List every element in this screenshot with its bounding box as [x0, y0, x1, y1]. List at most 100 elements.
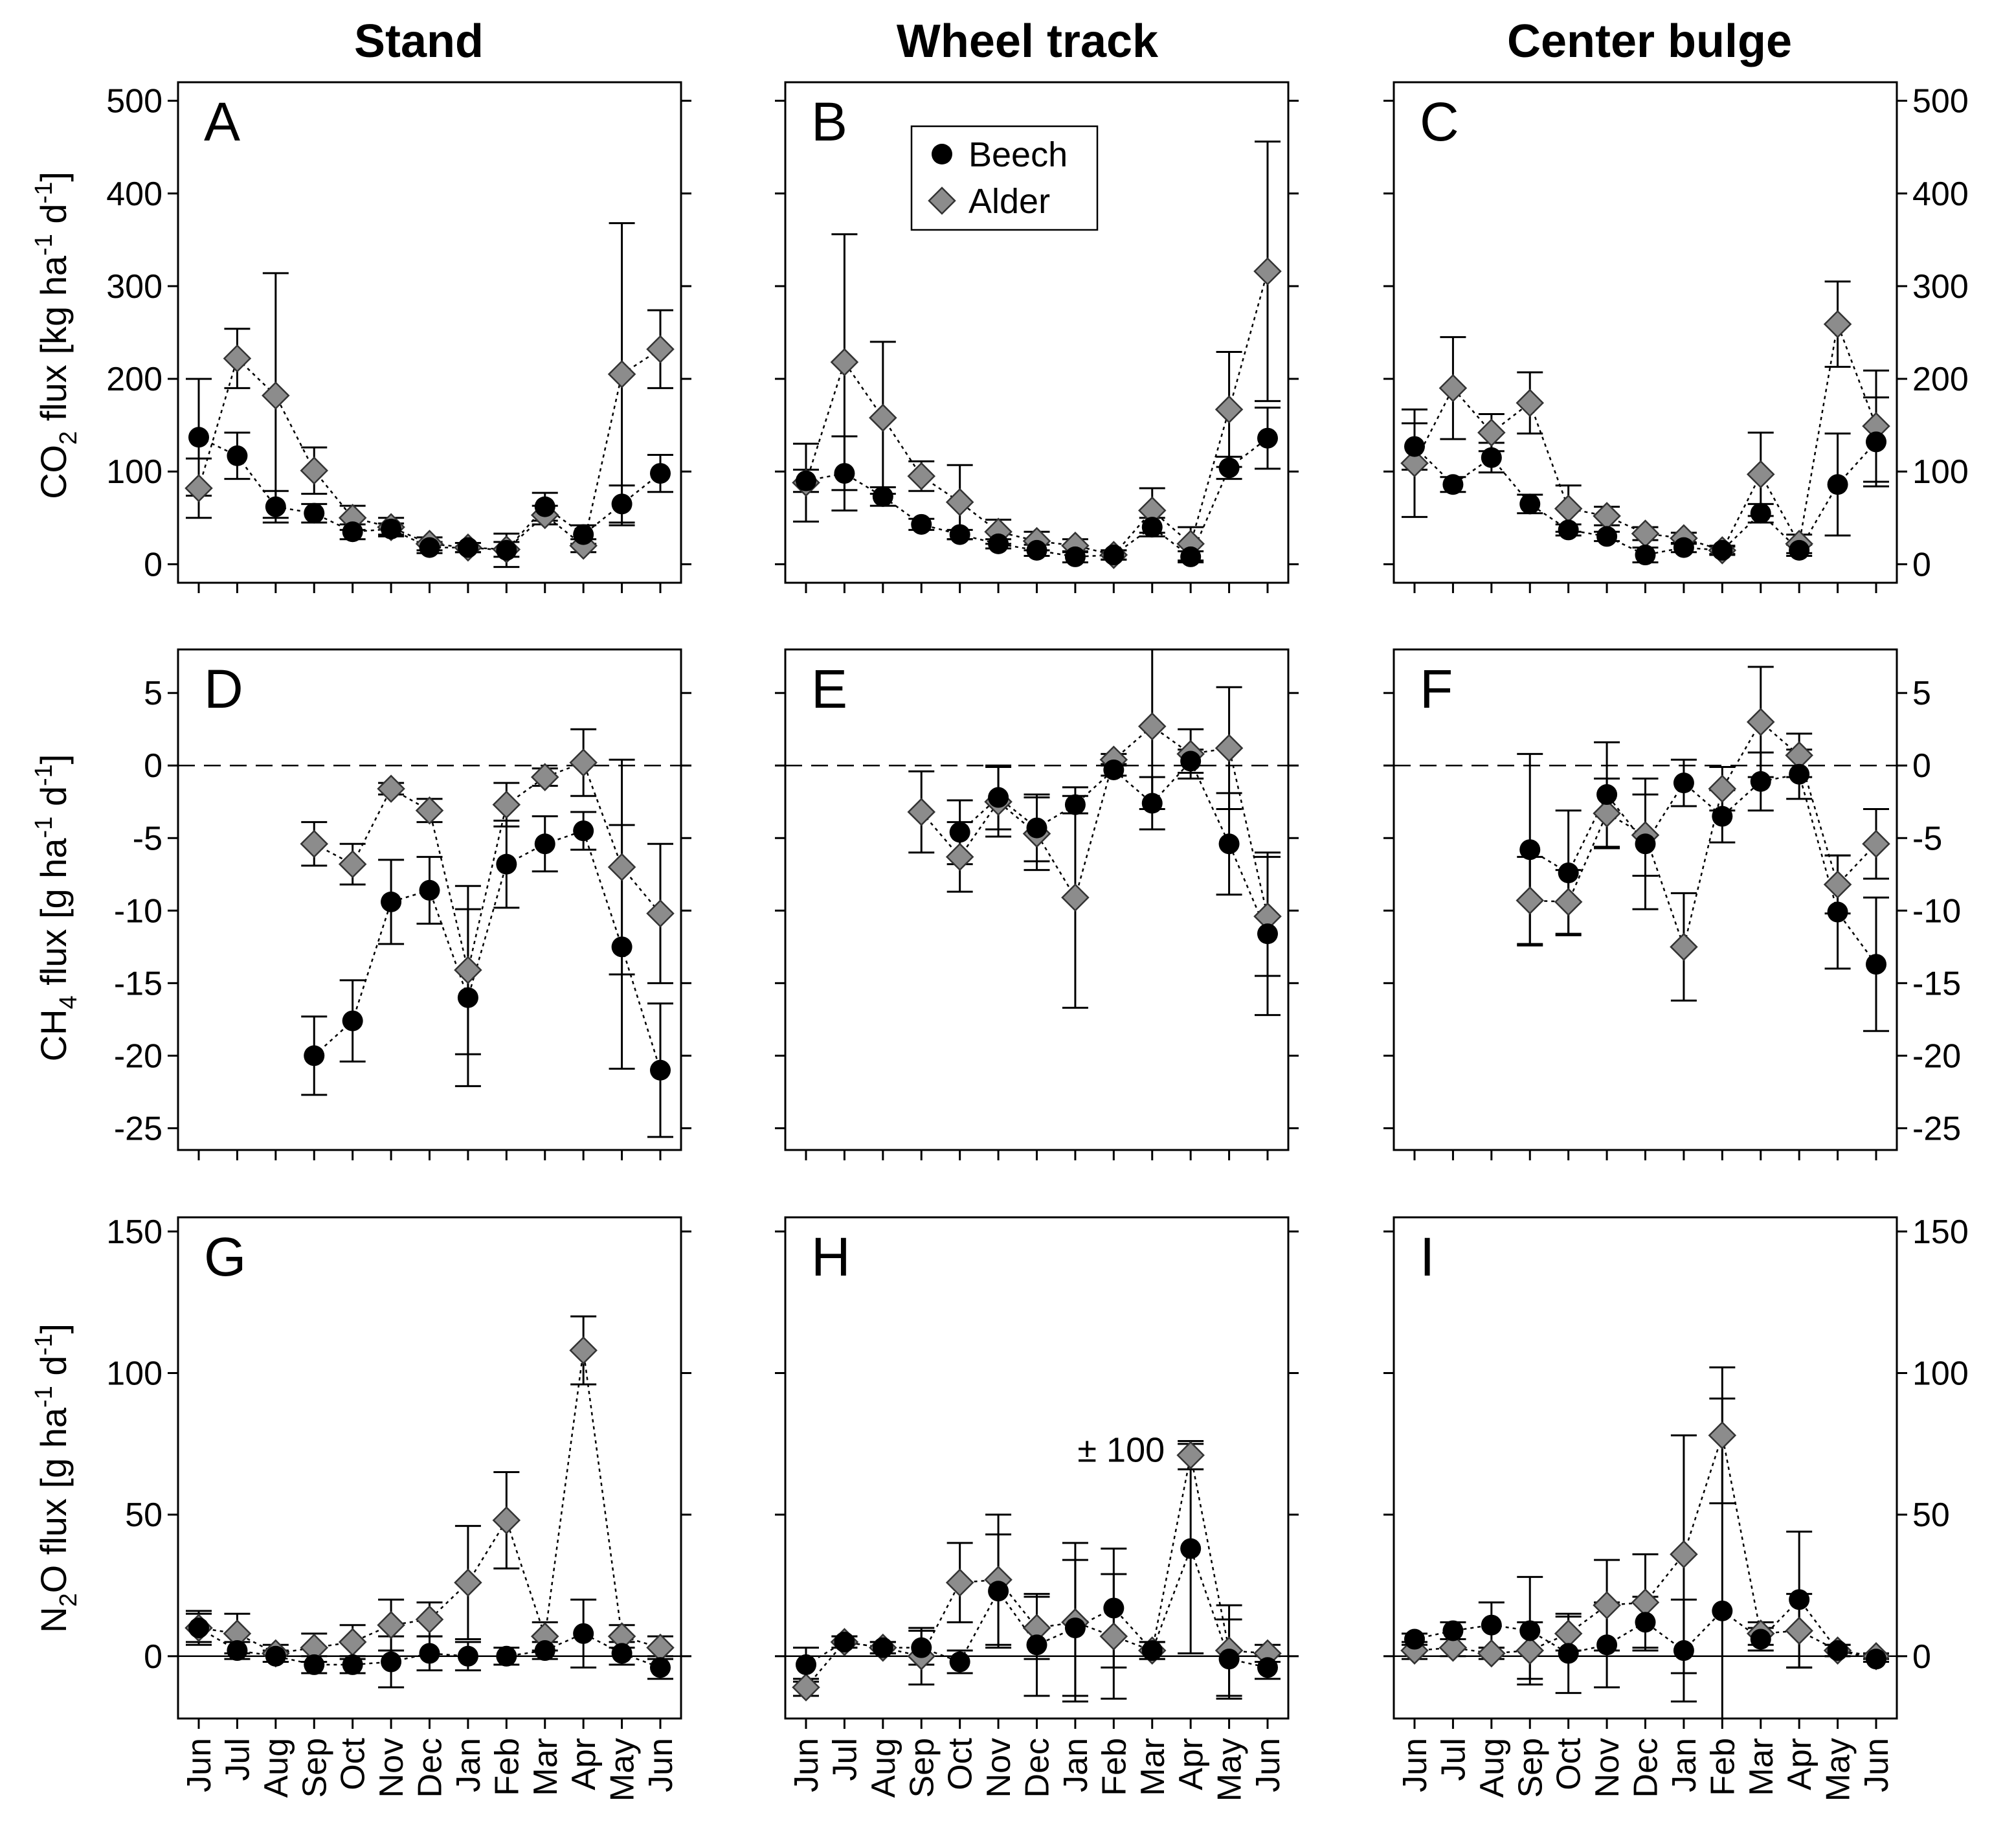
column-titles: Stand Wheel track Center bulge: [354, 16, 1792, 67]
panel-data: [300, 728, 675, 1138]
series-line-alder: [313, 761, 661, 971]
y-tick-label: 400: [1912, 175, 1969, 213]
x-tick-label: Jun: [1396, 1738, 1434, 1792]
data-point-alder: [377, 774, 405, 803]
data-point-alder: [1176, 1441, 1205, 1470]
data-point-alder: [1823, 310, 1852, 339]
y-tick-label: 200: [1912, 361, 1969, 398]
data-point-beech: [419, 537, 440, 558]
data-point-beech: [342, 1010, 363, 1031]
data-point-beech: [1180, 750, 1202, 772]
y-tick-label: 200: [106, 361, 162, 398]
y-tick-label: 300: [106, 268, 162, 306]
y-axis-label-n2o: N2O flux [g ha-1 d-1]: [30, 1324, 82, 1633]
data-point-beech: [911, 513, 932, 535]
data-point-beech: [1673, 1640, 1694, 1662]
y-tick-label: 150: [1912, 1213, 1969, 1251]
data-point-beech: [457, 537, 478, 558]
data-point-beech: [1519, 493, 1541, 515]
x-tick-label: Dec: [1628, 1738, 1665, 1797]
panel-data: [792, 141, 1282, 569]
data-point-alder: [1785, 1616, 1813, 1645]
data-point-beech: [573, 1623, 594, 1644]
legend: Beech Alder: [910, 125, 1099, 231]
series-line-beech: [313, 829, 662, 1071]
data-point-alder: [1593, 1591, 1621, 1619]
data-point-beech: [988, 533, 1009, 554]
x-tick-label: Jun: [1858, 1738, 1896, 1792]
data-point-beech: [1750, 1628, 1771, 1650]
panel-letter: H: [811, 1226, 851, 1287]
data-point-alder: [1862, 829, 1890, 859]
data-point-alder: [454, 1568, 482, 1597]
x-tick-label: Jan: [1057, 1738, 1095, 1792]
panel-data: [792, 1439, 1282, 1703]
data-point-beech: [304, 1654, 325, 1675]
panel-data: [1400, 1366, 1890, 1718]
data-point-alder: [607, 853, 636, 881]
data-point-beech: [1673, 772, 1694, 794]
x-tick-label: Sep: [903, 1738, 941, 1798]
data-point-beech: [1789, 763, 1810, 785]
data-point-beech: [342, 521, 363, 543]
y-tick-label: 500: [1912, 83, 1969, 120]
y-tick-label: 100: [1912, 453, 1969, 491]
data-point-alder: [945, 842, 974, 872]
data-point-beech: [1481, 447, 1502, 468]
data-point-alder: [1708, 774, 1737, 803]
y-tick-label: -5: [133, 820, 162, 857]
data-point-beech: [457, 1645, 478, 1667]
data-point-alder: [869, 403, 897, 432]
data-point-beech: [457, 987, 478, 1008]
data-point-alder: [1670, 1540, 1698, 1569]
data-point-beech: [573, 524, 594, 545]
legend-label-beech: Beech: [968, 135, 1068, 174]
data-point-beech: [1635, 833, 1656, 855]
y-tick-label: 0: [1912, 546, 1931, 583]
y-tick-label: 300: [1912, 268, 1969, 306]
data-point-beech: [265, 496, 286, 517]
y-tick-label: 0: [144, 1638, 162, 1676]
x-tick-label: Feb: [1704, 1738, 1741, 1796]
data-point-beech: [496, 539, 517, 561]
x-tick-label: Dec: [1019, 1738, 1057, 1797]
data-point-beech: [650, 1059, 671, 1081]
data-point-beech: [419, 879, 440, 901]
data-point-alder: [907, 462, 936, 491]
data-point-alder: [1477, 418, 1506, 447]
panel-data: [185, 1315, 675, 1689]
data-point-beech: [227, 445, 248, 466]
data-point-beech: [1026, 817, 1047, 839]
column-title-center-bulge: Center bulge: [1507, 16, 1792, 67]
data-point-beech: [988, 787, 1009, 808]
data-point-beech: [381, 891, 402, 912]
data-point-beech: [1596, 526, 1618, 547]
series-line-alder: [197, 348, 661, 550]
panel-data: [1400, 280, 1890, 566]
data-point-beech: [1558, 862, 1579, 884]
x-tick-label: Feb: [1095, 1738, 1133, 1796]
data-point-beech: [1257, 1657, 1278, 1678]
data-point-beech: [1750, 771, 1771, 792]
column-title-stand: Stand: [354, 16, 484, 67]
data-point-beech: [534, 496, 555, 517]
x-tick-label: Mar: [1134, 1738, 1172, 1796]
data-point-beech: [1141, 1640, 1163, 1662]
data-point-beech: [1596, 1634, 1618, 1656]
x-tick-label: Nov: [980, 1738, 1018, 1797]
data-point-alder: [1554, 494, 1583, 523]
y-tick-label: 50: [125, 1496, 162, 1534]
data-point-beech: [265, 1645, 286, 1667]
data-point-beech: [834, 1631, 855, 1652]
data-point-beech: [1827, 474, 1848, 495]
y-tick-label: 100: [1912, 1355, 1969, 1393]
data-point-alder: [945, 488, 974, 517]
data-point-beech: [834, 463, 855, 484]
x-tick-label: Sep: [296, 1738, 333, 1798]
y-tick-label: 100: [106, 453, 162, 491]
data-point-alder: [338, 1628, 367, 1656]
x-tick-label: Apr: [565, 1738, 603, 1790]
data-point-beech: [1141, 793, 1163, 814]
